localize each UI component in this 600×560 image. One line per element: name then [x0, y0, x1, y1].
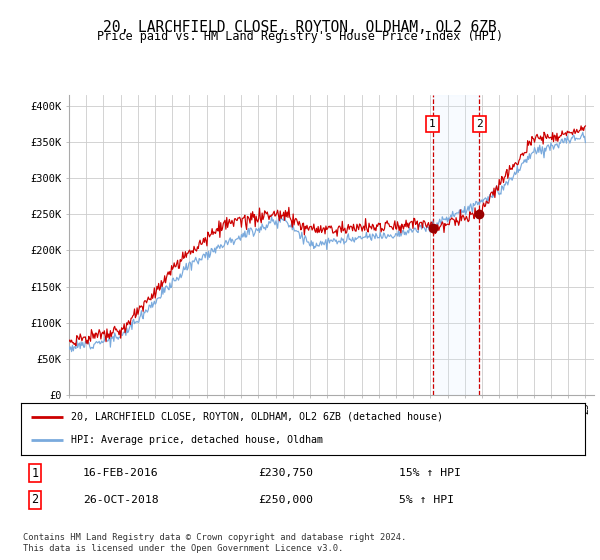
Text: 2: 2 [476, 119, 482, 129]
Text: 5% ↑ HPI: 5% ↑ HPI [399, 495, 454, 505]
Text: Price paid vs. HM Land Registry's House Price Index (HPI): Price paid vs. HM Land Registry's House … [97, 30, 503, 43]
Text: 16-FEB-2016: 16-FEB-2016 [83, 468, 158, 478]
Text: Contains HM Land Registry data © Crown copyright and database right 2024.
This d: Contains HM Land Registry data © Crown c… [23, 533, 406, 553]
Text: HPI: Average price, detached house, Oldham: HPI: Average price, detached house, Oldh… [71, 435, 323, 445]
Text: 1: 1 [429, 119, 436, 129]
Text: 26-OCT-2018: 26-OCT-2018 [83, 495, 158, 505]
Bar [433, 95, 479, 395]
Text: £250,000: £250,000 [258, 495, 313, 505]
Text: 15% ↑ HPI: 15% ↑ HPI [399, 468, 461, 478]
Text: 1: 1 [32, 466, 38, 480]
Text: 20, LARCHFIELD CLOSE, ROYTON, OLDHAM, OL2 6ZB (detached house): 20, LARCHFIELD CLOSE, ROYTON, OLDHAM, OL… [71, 412, 443, 422]
Text: 20, LARCHFIELD CLOSE, ROYTON, OLDHAM, OL2 6ZB: 20, LARCHFIELD CLOSE, ROYTON, OLDHAM, OL… [103, 20, 497, 35]
Text: £230,750: £230,750 [258, 468, 313, 478]
Text: 2: 2 [32, 493, 38, 506]
